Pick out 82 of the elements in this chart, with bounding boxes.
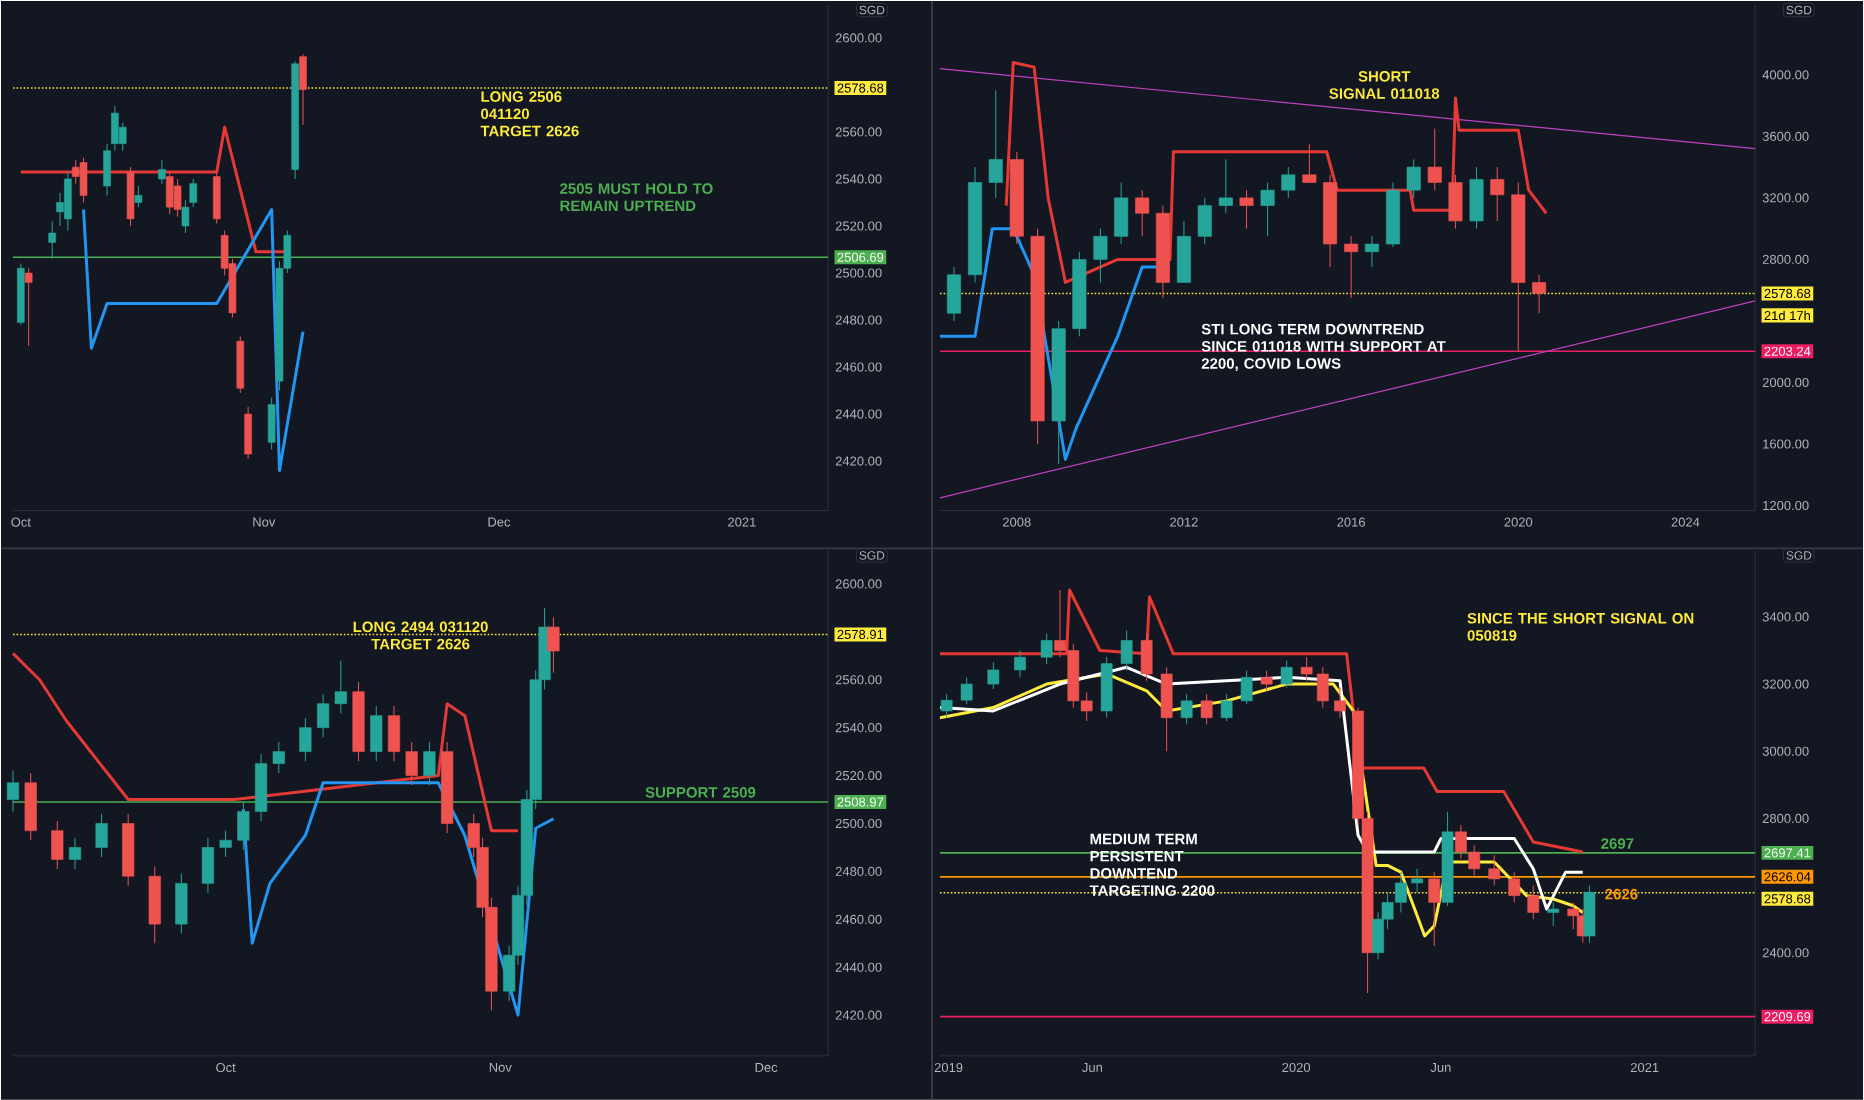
candlestick xyxy=(64,171,72,231)
candlestick xyxy=(68,836,82,870)
candlestick xyxy=(213,171,221,224)
candlestick xyxy=(1300,656,1313,681)
candlestick xyxy=(334,659,347,714)
candlestick xyxy=(1532,273,1547,314)
candlestick xyxy=(134,185,143,208)
candlestick xyxy=(236,335,245,393)
candlestick xyxy=(1527,884,1540,920)
candlestick xyxy=(1334,686,1346,718)
candlestick xyxy=(1281,166,1296,198)
candlestick xyxy=(1316,666,1329,708)
candlestick xyxy=(317,693,330,738)
candlestick xyxy=(1180,693,1193,725)
line-series xyxy=(1004,60,1548,284)
candlestick xyxy=(1469,166,1484,229)
candlestick xyxy=(255,753,268,822)
candlestick xyxy=(1260,181,1275,237)
candlestick xyxy=(48,220,56,259)
candlestick xyxy=(165,171,174,215)
candlestick xyxy=(148,865,161,944)
candlestick xyxy=(1014,649,1026,678)
candlestick xyxy=(1140,632,1153,681)
candlestick xyxy=(1239,189,1254,229)
candlestick xyxy=(1260,669,1273,691)
candlestick xyxy=(1100,656,1113,718)
candlestick xyxy=(272,741,285,774)
line-series xyxy=(82,207,305,472)
candlestick xyxy=(405,741,418,786)
candlestick xyxy=(79,156,88,203)
candlestick xyxy=(1093,227,1108,283)
candlestick xyxy=(126,166,135,227)
candlestick xyxy=(24,772,37,841)
candlestick xyxy=(219,829,232,858)
candlestick xyxy=(387,705,401,762)
candlestick xyxy=(95,813,108,858)
candlestick xyxy=(1364,235,1379,268)
candlestick xyxy=(987,661,1000,690)
candlestick xyxy=(1040,632,1053,665)
candlestick xyxy=(1448,173,1463,229)
candlestick xyxy=(1197,196,1212,245)
candlestick xyxy=(1220,693,1233,722)
candlestick xyxy=(1583,884,1596,943)
candlestick xyxy=(1344,235,1359,298)
candlestick xyxy=(1302,143,1317,183)
candlestick xyxy=(960,676,973,705)
candlestick xyxy=(24,267,33,346)
candlestick xyxy=(1200,693,1213,725)
candlestick xyxy=(267,396,276,450)
candlestick xyxy=(1508,871,1521,903)
candlestick xyxy=(940,693,953,718)
candlestick xyxy=(1428,871,1441,947)
candlestick xyxy=(173,178,182,217)
candlestick xyxy=(988,89,1003,198)
candlestick xyxy=(175,872,188,934)
candlestick xyxy=(946,266,961,322)
candlestick xyxy=(1490,166,1505,222)
candlestick xyxy=(244,406,252,459)
candlestick xyxy=(1218,158,1233,214)
candlestick xyxy=(1406,158,1421,198)
candlestick xyxy=(423,741,436,786)
candlestick xyxy=(201,836,214,894)
candlestick xyxy=(1547,901,1560,926)
candlestick xyxy=(1488,854,1501,886)
candlestick xyxy=(51,820,64,870)
candlestick xyxy=(1160,666,1173,752)
candlestick xyxy=(1411,867,1423,893)
candlestick xyxy=(158,159,166,184)
candlestick xyxy=(1176,220,1191,283)
candlestick xyxy=(237,801,250,850)
candlestick xyxy=(1135,189,1150,237)
candlestick xyxy=(370,705,383,762)
line-series xyxy=(11,651,520,832)
candlestick xyxy=(1240,669,1253,705)
candlestick xyxy=(6,769,20,812)
candlestick xyxy=(1280,659,1293,688)
candlestick xyxy=(1114,181,1129,245)
candlestick xyxy=(547,616,560,673)
candlestick xyxy=(299,53,307,125)
candlestick xyxy=(1427,127,1442,191)
candlestick xyxy=(1120,629,1133,671)
candlestick xyxy=(299,717,312,762)
